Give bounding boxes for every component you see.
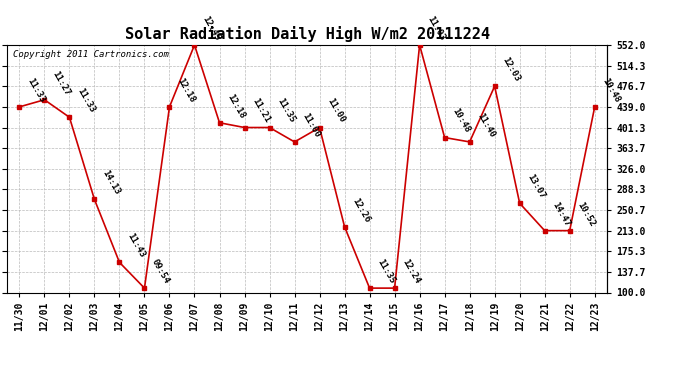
Text: 11:35: 11:35 bbox=[275, 97, 296, 125]
Text: 12:26: 12:26 bbox=[350, 196, 371, 224]
Text: 10:48: 10:48 bbox=[450, 107, 471, 135]
Title: Solar Radiation Daily High W/m2 20111224: Solar Radiation Daily High W/m2 20111224 bbox=[125, 27, 489, 42]
Text: 12:18: 12:18 bbox=[225, 92, 246, 120]
Text: 12:45: 12:45 bbox=[200, 15, 221, 42]
Text: 11:35: 11:35 bbox=[375, 258, 396, 285]
Text: 10:52: 10:52 bbox=[575, 200, 596, 228]
Text: 11:00: 11:00 bbox=[300, 111, 322, 139]
Text: Copyright 2011 Cartronics.com: Copyright 2011 Cartronics.com bbox=[13, 50, 169, 59]
Text: 11:40: 11:40 bbox=[475, 111, 496, 139]
Text: 14:13: 14:13 bbox=[100, 169, 121, 196]
Text: 12:18: 12:18 bbox=[175, 76, 196, 104]
Text: 11:21: 11:21 bbox=[250, 97, 271, 125]
Text: 13:07: 13:07 bbox=[525, 173, 546, 201]
Text: 11:27: 11:27 bbox=[50, 69, 71, 97]
Text: 12:03: 12:03 bbox=[500, 56, 522, 84]
Text: 10:48: 10:48 bbox=[600, 76, 622, 104]
Text: 14:47: 14:47 bbox=[550, 200, 571, 228]
Text: 09:54: 09:54 bbox=[150, 258, 171, 285]
Text: 11:43: 11:43 bbox=[125, 232, 146, 260]
Text: 11:33: 11:33 bbox=[75, 87, 96, 114]
Text: 11:33: 11:33 bbox=[25, 76, 46, 104]
Text: 11:03: 11:03 bbox=[425, 15, 446, 42]
Text: 11:00: 11:00 bbox=[325, 97, 346, 125]
Text: 12:24: 12:24 bbox=[400, 258, 422, 285]
